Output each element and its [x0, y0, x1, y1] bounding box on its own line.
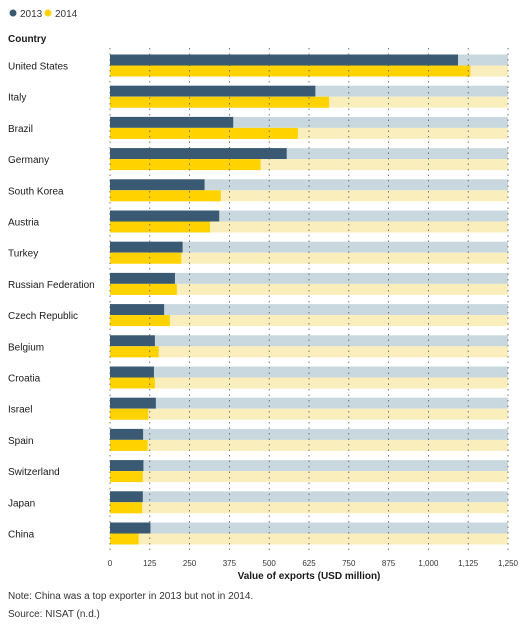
bar-track-2013 [110, 460, 508, 472]
bar-2013 [110, 272, 175, 284]
bar-2013 [110, 335, 155, 347]
x-tick-label: 1,250 [498, 559, 519, 568]
bar-2013 [110, 366, 154, 378]
bar-2013 [110, 148, 287, 160]
bar-2014 [110, 252, 182, 264]
bar-track-2013 [110, 491, 508, 503]
bar-2014 [110, 283, 177, 295]
bar-track-2013 [110, 366, 508, 378]
bar-2014 [110, 439, 148, 451]
bar-2014 [110, 190, 221, 202]
bar-track-2013 [110, 179, 508, 191]
bar-chart: 2013 2014 Country United States Italy Braz… [8, 9, 519, 582]
x-tick-label: 875 [382, 559, 396, 568]
category-label: Croatia [8, 374, 41, 385]
legend-label-2014: 2014 [55, 9, 78, 20]
bar-track-2014 [110, 315, 508, 327]
bar-track-2014 [110, 408, 508, 420]
bar-2013 [110, 210, 220, 222]
category-label: South Korea [8, 186, 64, 197]
bar-2014 [110, 315, 170, 327]
category-label: China [8, 530, 35, 541]
chart-source: Source: NISAT (n.d.) [8, 609, 100, 620]
bar-track-2014 [110, 190, 508, 202]
bar-2014 [110, 408, 149, 420]
bar-2014 [110, 346, 159, 358]
x-axis-title: Value of exports (USD million) [238, 571, 381, 582]
x-tick-label: 250 [183, 559, 197, 568]
x-tick-label: 625 [302, 559, 316, 568]
category-label: Spain [8, 436, 34, 447]
legend-swatch-2014 [44, 9, 52, 17]
legend: 2013 2014 [9, 9, 78, 20]
bar-2014 [110, 377, 155, 389]
bar-2014 [110, 65, 471, 77]
category-label: Italy [8, 93, 26, 104]
bar-2013 [110, 491, 143, 503]
bar-2013 [110, 460, 144, 472]
bar-2014 [110, 96, 330, 108]
x-tick-label: 125 [143, 559, 157, 568]
bar-track-2014 [110, 377, 508, 389]
bar-track-2014 [110, 502, 508, 514]
bar-2014 [110, 127, 298, 139]
category-label: Germany [8, 155, 49, 166]
chart-note: Note: China was a top exporter in 2013 b… [8, 591, 254, 602]
x-tick-label: 500 [263, 559, 277, 568]
x-tick-label: 0 [108, 559, 113, 568]
category-label: United States [8, 62, 68, 73]
bar-2013 [110, 397, 156, 409]
category-axis-header: Country [8, 34, 47, 45]
bars-layer [110, 54, 508, 545]
bar-track-2013 [110, 397, 508, 409]
bar-track-2014 [110, 127, 508, 139]
bar-2014 [110, 471, 143, 483]
category-label: Russian Federation [8, 280, 95, 291]
legend-swatch-2013 [9, 9, 17, 17]
bar-2014 [110, 533, 139, 545]
bar-2013 [110, 116, 234, 128]
x-axis-ticks: 0 125 250 375 500 625 750 875 1,000 1,125 1,250 [108, 559, 519, 568]
category-label: Israel [8, 405, 32, 416]
bar-track-2014 [110, 283, 508, 295]
category-label: Japan [8, 498, 35, 509]
x-tick-label: 375 [223, 559, 237, 568]
bar-2013 [110, 522, 151, 534]
bar-2013 [110, 54, 459, 66]
category-label: Czech Republic [8, 311, 78, 322]
legend-label-2013: 2013 [20, 9, 43, 20]
bar-2014 [110, 502, 143, 514]
bar-2013 [110, 85, 316, 97]
bar-track-2014 [110, 471, 508, 483]
bar-2014 [110, 159, 261, 171]
bar-track-2013 [110, 272, 508, 284]
bar-2014 [110, 221, 210, 233]
x-tick-label: 750 [342, 559, 356, 568]
bar-2013 [110, 428, 144, 440]
category-label: Belgium [8, 342, 44, 353]
category-labels: United States Italy Brazil Germany South Kor… [8, 62, 95, 541]
bar-2013 [110, 304, 165, 316]
category-label: Austria [8, 218, 40, 229]
bar-2013 [110, 179, 205, 191]
category-label: Turkey [8, 249, 38, 260]
bar-track-2013 [110, 304, 508, 316]
bar-2013 [110, 241, 183, 253]
bar-track-2013 [110, 116, 508, 128]
category-label: Brazil [8, 124, 33, 135]
category-label: Switzerland [8, 467, 60, 478]
bar-track-2014 [110, 221, 508, 233]
x-tick-label: 1,125 [458, 559, 479, 568]
bar-track-2013 [110, 210, 508, 222]
x-tick-label: 1,000 [418, 559, 439, 568]
